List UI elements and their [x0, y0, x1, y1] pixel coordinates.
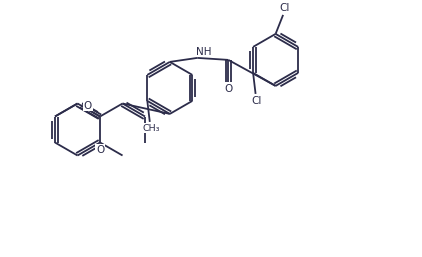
Text: Cl: Cl — [252, 96, 262, 106]
Text: O: O — [224, 84, 233, 94]
Text: Cl: Cl — [279, 3, 289, 13]
Text: NH: NH — [195, 47, 211, 57]
Text: O: O — [96, 144, 104, 154]
Text: CH₃: CH₃ — [142, 124, 160, 133]
Text: O: O — [84, 100, 92, 111]
